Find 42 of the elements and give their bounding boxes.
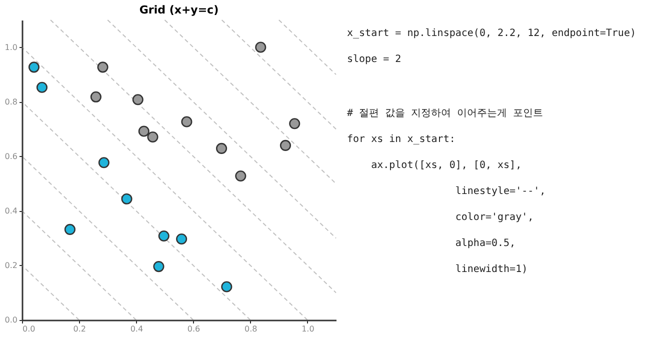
text: linewidth=1) xyxy=(455,264,528,275)
y-tick-label: 0.0 xyxy=(4,316,18,324)
point xyxy=(235,170,246,182)
x-tick-label: 0.6 xyxy=(187,324,200,334)
text: for xs in x_start: xyxy=(347,134,456,145)
y-tick-label: 0.6 xyxy=(4,152,18,161)
y-tick-label: 1.0 xyxy=(4,42,18,52)
point xyxy=(97,62,108,73)
point xyxy=(289,118,300,130)
point xyxy=(121,193,132,204)
text: color='gray', xyxy=(455,212,534,223)
point xyxy=(138,126,150,137)
point xyxy=(90,91,102,102)
x-tick-label: 0.2 xyxy=(73,324,86,334)
point xyxy=(181,116,192,128)
point xyxy=(147,131,158,143)
x-tick-label: 0.8 xyxy=(244,324,258,334)
y-tick-label: 0.2 xyxy=(4,260,18,270)
x-tick-label: 0.4 xyxy=(130,324,144,334)
text: # 절편 값을 지정하여 이어주는게 포인트 xyxy=(347,108,544,119)
point xyxy=(36,82,48,93)
text: ax.plot([xs, 0], [0, xs], xyxy=(371,160,522,171)
point xyxy=(255,42,266,53)
text: alpha=0.5, xyxy=(455,238,516,249)
x-tick-label: 0.0 xyxy=(22,324,36,334)
text: linestyle='--', xyxy=(455,186,546,197)
chart-title: Grid (x+y=c) xyxy=(139,4,219,16)
text: x_start = np.linspace(0, 2.2, 12, endpoint=True) xyxy=(347,28,636,39)
point xyxy=(176,233,188,245)
point xyxy=(216,142,228,154)
point xyxy=(28,62,40,73)
y-tick-label: 0.4 xyxy=(4,206,18,216)
point xyxy=(64,224,76,235)
point xyxy=(98,157,110,168)
point xyxy=(153,261,164,272)
point xyxy=(221,281,232,292)
point xyxy=(158,230,170,242)
point xyxy=(132,94,144,106)
y-tick-label: 0.8 xyxy=(4,97,18,106)
x-tick-label: 1.0 xyxy=(302,324,314,334)
text: slope = 2 xyxy=(347,54,402,65)
point xyxy=(280,140,291,151)
